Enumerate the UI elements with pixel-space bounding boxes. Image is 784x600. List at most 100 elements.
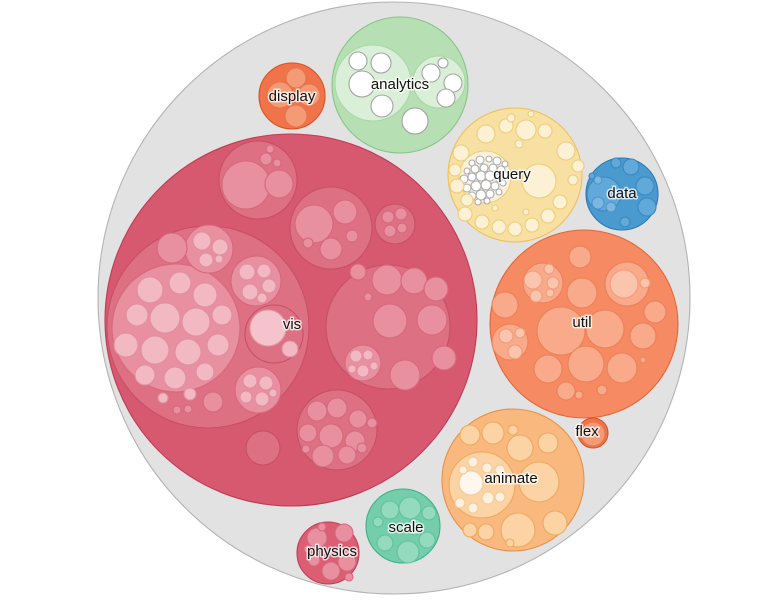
node-circle xyxy=(498,118,514,134)
node-circle xyxy=(485,189,495,199)
node-circle xyxy=(307,553,321,567)
node-circle xyxy=(491,291,519,319)
node-circle xyxy=(431,345,457,371)
node-circle xyxy=(540,208,556,224)
node-circle xyxy=(284,104,308,128)
node-circle xyxy=(515,119,537,141)
node-circle xyxy=(337,445,357,465)
node-circle xyxy=(297,83,321,107)
node-circle xyxy=(303,544,313,554)
node-circle xyxy=(542,510,568,536)
node-circle xyxy=(266,81,294,109)
node-circle xyxy=(494,464,506,476)
node-circle xyxy=(294,204,334,244)
node-circle xyxy=(507,424,519,436)
node-circle xyxy=(536,306,586,356)
node-circle xyxy=(398,496,422,520)
node-circle xyxy=(463,167,471,175)
node-circle xyxy=(475,155,485,165)
node-circle xyxy=(264,169,294,199)
node-circle xyxy=(202,391,224,413)
node-circle xyxy=(174,338,202,366)
node-circle xyxy=(326,397,348,419)
node-circle xyxy=(134,364,156,386)
node-circle xyxy=(401,107,429,135)
node-circle xyxy=(396,222,408,234)
node-circle xyxy=(574,390,584,400)
node-circle xyxy=(609,269,639,299)
node-circle xyxy=(334,523,354,543)
node-circle xyxy=(163,366,187,390)
node-circle xyxy=(470,164,480,174)
node-circle xyxy=(462,522,478,538)
node-circle xyxy=(268,388,278,398)
node-circle xyxy=(529,289,543,303)
node-circle xyxy=(363,292,373,302)
node-circle xyxy=(356,364,370,378)
node-circle xyxy=(476,124,496,144)
node-circle xyxy=(460,193,474,207)
node-circle xyxy=(423,276,449,302)
node-circle xyxy=(643,300,667,324)
node-circle xyxy=(593,175,603,185)
node-circle xyxy=(499,179,507,187)
node-circle xyxy=(370,94,394,118)
node-circle xyxy=(195,362,215,382)
node-circle xyxy=(546,276,560,290)
node-circle xyxy=(149,302,181,334)
node-circle xyxy=(485,155,493,163)
node-circle xyxy=(347,364,357,374)
node-circle xyxy=(221,160,271,210)
node-circle xyxy=(181,307,211,337)
node-circle xyxy=(366,417,378,429)
node-circle xyxy=(418,531,436,549)
node-circle xyxy=(337,552,357,572)
node-circle xyxy=(566,277,598,309)
node-circle xyxy=(370,52,392,74)
node-circle xyxy=(211,304,233,326)
node-circle xyxy=(265,144,275,154)
node-circle xyxy=(448,163,462,177)
node-circle xyxy=(198,252,214,268)
node-circle xyxy=(502,171,510,179)
node-circle xyxy=(172,405,182,415)
node-circle xyxy=(637,197,657,217)
node-circle xyxy=(241,283,259,301)
node-circle xyxy=(156,232,188,264)
node-circle xyxy=(140,335,170,365)
label-physics: physics xyxy=(307,543,357,560)
node-circle xyxy=(245,430,281,466)
node-circle xyxy=(507,344,523,360)
node-circle xyxy=(113,332,139,358)
label-data: data xyxy=(607,185,637,202)
node-circle xyxy=(588,172,596,180)
node-circle xyxy=(524,217,540,233)
node-circle xyxy=(501,160,509,168)
node-circle xyxy=(481,491,495,505)
node-circle xyxy=(474,214,490,230)
node-circle xyxy=(571,159,585,173)
node-circle xyxy=(506,434,534,462)
node-circle xyxy=(396,540,420,564)
node-circle xyxy=(523,270,543,290)
node-circle xyxy=(483,197,491,205)
node-circle xyxy=(610,157,622,169)
node-circle xyxy=(421,505,437,521)
node-circle xyxy=(381,210,395,224)
node-circle xyxy=(470,180,482,192)
node-circle xyxy=(467,172,477,182)
node-circle xyxy=(238,263,256,281)
node-circle xyxy=(585,309,625,349)
node-circle xyxy=(168,271,192,295)
node-circle xyxy=(306,527,328,549)
node-circle xyxy=(458,470,484,496)
node-circle xyxy=(374,203,416,245)
node-circle xyxy=(622,158,640,176)
node-circle xyxy=(458,465,468,475)
node-circle xyxy=(437,57,449,69)
node-circle xyxy=(454,497,466,509)
node-circle xyxy=(272,158,282,168)
node-circle xyxy=(467,502,479,514)
node-circle xyxy=(514,139,524,149)
